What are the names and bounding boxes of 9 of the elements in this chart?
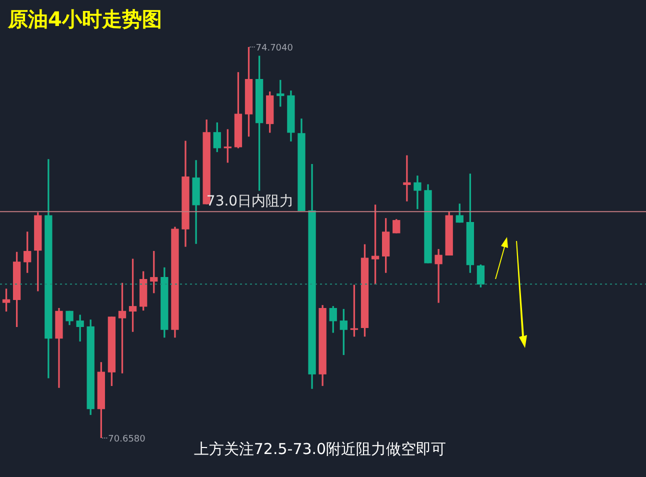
text: 上方关注72.5-73.0附近阻力做空即可: [194, 440, 446, 458]
candlestick: [403, 155, 411, 202]
ref-line-label: 73.0日内阻力: [206, 193, 294, 210]
annotation: 70.6580: [108, 434, 146, 444]
candlestick: [76, 314, 84, 342]
candlestick: [414, 176, 422, 210]
chart-title: 原油4小时走势图: [8, 6, 162, 33]
annotation: 74.7040: [256, 43, 294, 54]
candlestick: [434, 249, 442, 303]
